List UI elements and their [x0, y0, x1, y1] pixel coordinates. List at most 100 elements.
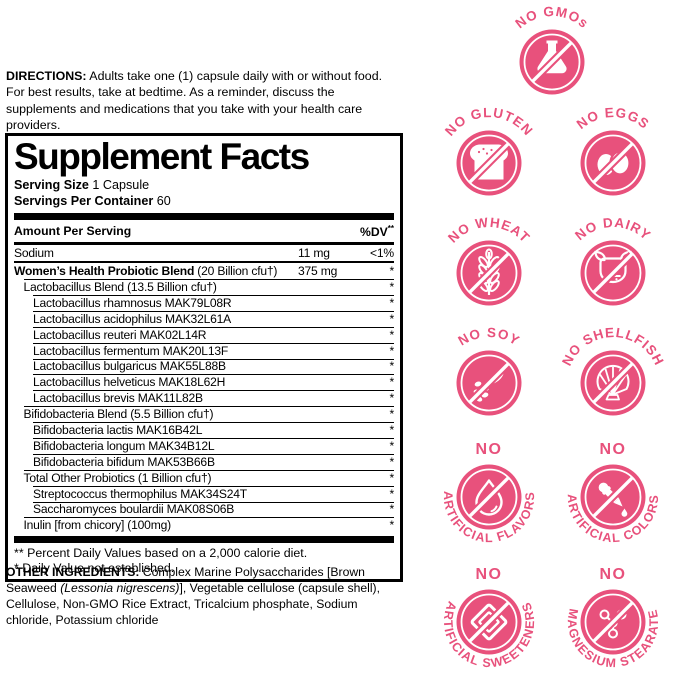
table-row: Lactobacillus fermentum MAK20L13F * [14, 342, 394, 359]
table-row: Sodium 11 mg <1% [14, 245, 394, 264]
badge-inner-ring [460, 134, 518, 192]
ingredient-name: Lactobacillus helveticus MAK18L62H [33, 375, 226, 390]
ingredient-dv: * [389, 295, 394, 310]
badge-inner-ring [460, 468, 518, 526]
serving-size-value: 1 Capsule [92, 178, 150, 192]
ingredient-dv: * [389, 423, 394, 438]
directions-text: DIRECTIONS: Adults take one (1) capsule … [6, 68, 404, 134]
row-separator [33, 358, 394, 360]
row-separator [23, 469, 394, 471]
no-gmos-badge: NO GMOs [512, 4, 591, 95]
row-separator [23, 279, 394, 281]
no-dairy-badge: NO DAIRY [572, 215, 654, 306]
ingredient-dv: * [389, 311, 394, 326]
badge-inner-ring [460, 593, 518, 651]
serving-size-line: Serving Size 1 Capsule [14, 178, 394, 194]
row-separator [33, 422, 394, 424]
table-row: Bifidobacteria longum MAK34B12L * [14, 437, 394, 454]
ingredient-dv: * [389, 486, 394, 501]
table-row: Bifidobacteria lactis MAK16B42L * [14, 422, 394, 438]
badge-label: NO DAIRY [572, 215, 654, 243]
supplement-facts-title: Supplement Facts [14, 136, 310, 177]
no-shellfish-badge: NO SHELLFISH [559, 325, 666, 416]
ingredient-name: Women’s Health Probiotic Blend (20 Billi… [14, 264, 278, 279]
slash-icon [592, 252, 634, 294]
badge-label: NO EGGS [574, 105, 652, 132]
badge-inner-ring [584, 244, 642, 302]
badge-label-no: NO [476, 566, 503, 583]
other-ingredients-text: OTHER INGREDIENTS: Complex Marine Polysa… [6, 564, 402, 628]
table-row: Saccharomyces boulardii MAK08S06B * [14, 501, 394, 518]
ingredient-name: Lactobacillus reuteri MAK02L14R [33, 327, 207, 342]
ingredient-name: Sodium [14, 246, 54, 261]
table-row: Lactobacillus rhamnosus MAK79L08R * [14, 294, 394, 311]
table-row: Bifidobacteria bifidum MAK53B66B * [14, 453, 394, 470]
text-segment: (Lessonia nigrescens) [60, 581, 180, 596]
text-segment: Adults take one (1) capsule daily with o… [6, 69, 383, 133]
ingredient-dv: <1% [370, 246, 394, 261]
row-separator [33, 390, 394, 392]
table-row: Lactobacillus helveticus MAK18L62H * [14, 374, 394, 390]
ingredient-name: Bifidobacteria lactis MAK16B42L [33, 423, 203, 438]
slash-icon [592, 142, 634, 184]
table-row: Lactobacillus bulgaricus MAK55L88B * [14, 358, 394, 375]
slash-icon [468, 476, 510, 518]
no-wheat-badge: NO WHEAT [445, 215, 532, 306]
no-gluten-badge: NO GLUTEN [442, 105, 535, 196]
badge-inner-ring [584, 468, 642, 526]
badge-label: NO GMOs [512, 4, 591, 31]
ingredient-name: Saccharomyces boulardii MAK08S06B [33, 502, 235, 517]
ingredient-dv: * [389, 264, 394, 279]
badge-inner-ring [584, 134, 642, 192]
slash-icon [531, 41, 573, 83]
slash-icon [468, 362, 510, 404]
row-separator [33, 453, 394, 455]
table-row: Streptococcus thermophilus MAK34S24T * [14, 485, 394, 502]
ingredient-name: Lactobacillus rhamnosus MAK79L08R [33, 295, 232, 310]
ingredient-name: Total Other Probiotics (1 Billion cfu†) [23, 470, 212, 485]
slash-icon [592, 601, 634, 643]
table-row: Lactobacillus brevis MAK11L82B * [14, 390, 394, 406]
table-row: Lactobacillus acidophilus MAK32L61A * [14, 310, 394, 327]
droplet-icon [475, 479, 503, 516]
divider-medium [14, 241, 394, 246]
footnote-dv-not-established: * Daily Value not established. [14, 560, 175, 575]
ingredient-dv: * [389, 359, 394, 374]
servings-per-container-line: Servings Per Container 60 [14, 194, 394, 210]
servings-value: 60 [156, 193, 171, 208]
ingredient-rows: Sodium 11 mg <1% Women’s Health Probiotic B… [14, 245, 394, 533]
badge-label-no: NO [476, 441, 503, 458]
row-separator [33, 326, 394, 328]
dv-header-label: %DV** [359, 224, 394, 240]
amount-header-label: Amount Per Serving [14, 224, 132, 239]
row-separator [33, 485, 394, 487]
text-segment: Complex Marine Polysaccharides [Brown Se… [6, 565, 365, 596]
ingredient-dv: * [389, 343, 394, 358]
ingredient-name: Lactobacillus Blend (13.5 Billion cfu†) [23, 280, 217, 294]
row-separator [33, 501, 394, 503]
badge-inner-ring [584, 593, 642, 651]
ingredient-dv: * [389, 438, 394, 453]
slash-icon [468, 601, 510, 643]
row-separator [33, 294, 394, 296]
badge-label-no: NO [600, 441, 627, 458]
ingredient-amount: 375 mg [298, 264, 338, 279]
servings-label: Servings Per Container [14, 193, 154, 208]
table-row: Inulin [from chicory] (100mg) * [14, 517, 394, 533]
badge-inner-ring [460, 354, 518, 412]
slash-icon [592, 362, 634, 404]
ingredient-name: Bifidobacteria bifidum MAK53B66B [33, 454, 215, 469]
row-separator [33, 374, 394, 376]
supplement-facts-panel: Supplement Facts Serving Size 1 Capsule … [5, 133, 403, 582]
ingredient-dv: * [389, 391, 394, 406]
slash-icon [592, 476, 634, 518]
ingredient-name: Lactobacillus brevis MAK11L82B [33, 391, 203, 406]
serving-size-label: Serving Size [14, 178, 89, 192]
text-segment: ], Vegetable cellulose (capsule shell), … [6, 581, 380, 628]
text-segment: DIRECTIONS: [6, 69, 87, 83]
